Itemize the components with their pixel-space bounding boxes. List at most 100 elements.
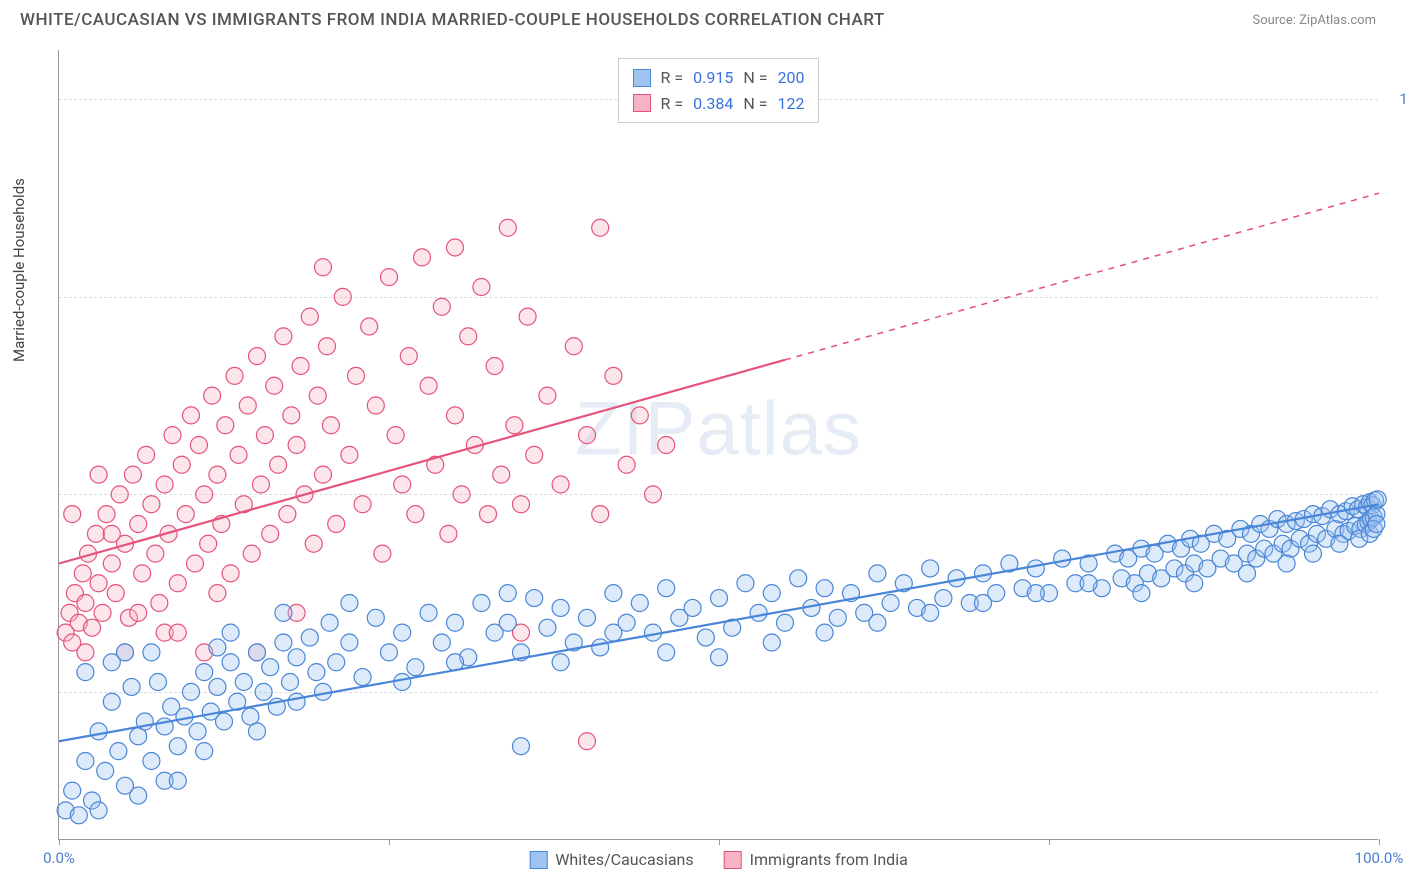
- scatter-point: [282, 674, 299, 691]
- scatter-point: [143, 496, 160, 513]
- scatter-point: [292, 358, 309, 375]
- bottom-legend: Whites/Caucasians Immigrants from India: [529, 850, 908, 869]
- swatch-whites: [633, 69, 651, 87]
- scatter-point: [486, 358, 503, 375]
- scatter-point: [130, 516, 147, 533]
- legend-item-whites: Whites/Caucasians: [529, 850, 693, 869]
- y-tick-label: 80.0%: [1388, 288, 1406, 306]
- scatter-point: [354, 669, 371, 686]
- swatch-india: [633, 94, 651, 112]
- scatter-point: [341, 595, 358, 612]
- scatter-point: [209, 585, 226, 602]
- legend-label-india: Immigrants from India: [750, 850, 908, 869]
- scatter-point: [592, 219, 609, 236]
- scatter-point: [605, 624, 622, 641]
- r-label: R =: [661, 65, 684, 91]
- scatter-point: [513, 496, 530, 513]
- scatter-point: [935, 590, 952, 607]
- scatter-point: [1305, 545, 1322, 562]
- scatter-point: [526, 590, 543, 607]
- scatter-point: [447, 407, 464, 424]
- scatter-point: [283, 407, 300, 424]
- scatter-point: [256, 427, 273, 444]
- scatter-point: [334, 288, 351, 305]
- scatter-point: [763, 585, 780, 602]
- scatter-point: [737, 575, 754, 592]
- scatter-point: [407, 506, 424, 523]
- scatter-point: [275, 634, 292, 651]
- scatter-point: [94, 604, 111, 621]
- scatter-point: [239, 397, 256, 414]
- scatter-point: [90, 723, 107, 740]
- legend-item-india: Immigrants from India: [724, 850, 908, 869]
- trend-line: [59, 504, 1379, 741]
- scatter-point: [64, 782, 81, 799]
- scatter-point: [222, 565, 239, 582]
- scatter-point: [279, 506, 296, 523]
- scatter-point: [301, 308, 318, 325]
- scatter-point: [869, 565, 886, 582]
- scatter-point: [209, 466, 226, 483]
- scatter-point: [243, 545, 260, 562]
- scatter-point: [579, 609, 596, 626]
- scatter-point: [367, 397, 384, 414]
- scatter-point: [618, 456, 635, 473]
- r-label: R =: [661, 91, 684, 117]
- scatter-point: [513, 738, 530, 755]
- scatter-point: [262, 525, 279, 542]
- scatter-point: [420, 604, 437, 621]
- x-tick-label: 0.0%: [43, 849, 75, 867]
- r-value-whites: 0.915: [693, 65, 733, 91]
- scatter-point: [204, 387, 221, 404]
- scatter-point: [87, 525, 104, 542]
- scatter-point: [235, 674, 252, 691]
- x-tick-mark: [59, 839, 60, 845]
- scatter-point: [103, 525, 120, 542]
- scatter-point: [169, 738, 186, 755]
- scatter-point: [322, 417, 339, 434]
- scatter-point: [309, 387, 326, 404]
- scatter-point: [288, 693, 305, 710]
- chart-container: ZIPatlas Married-couple Households 40.0%…: [58, 50, 1378, 840]
- x-tick-mark: [1049, 839, 1050, 845]
- scatter-point: [222, 654, 239, 671]
- scatter-point: [189, 723, 206, 740]
- scatter-point: [222, 624, 239, 641]
- scatter-point: [164, 427, 181, 444]
- scatter-point: [183, 407, 200, 424]
- scatter-point: [605, 367, 622, 384]
- scatter-point: [816, 580, 833, 597]
- x-tick-mark: [719, 839, 720, 845]
- scatter-point: [249, 348, 266, 365]
- scatter-point: [565, 338, 582, 355]
- scatter-point: [367, 609, 384, 626]
- scatter-point: [1278, 555, 1295, 572]
- scatter-point: [354, 496, 371, 513]
- scatter-point: [70, 807, 87, 824]
- scatter-point: [440, 525, 457, 542]
- scatter-point: [684, 599, 701, 616]
- scatter-point: [151, 595, 168, 612]
- scatter-point: [460, 328, 477, 345]
- scatter-point: [394, 674, 411, 691]
- scatter-point: [230, 446, 247, 463]
- scatter-point: [123, 678, 140, 695]
- scatter-point: [579, 427, 596, 444]
- scatter-point: [64, 506, 81, 523]
- scatter-point: [394, 624, 411, 641]
- scatter-point: [341, 634, 358, 651]
- trend-line-dashed: [785, 193, 1379, 360]
- scatter-point: [200, 535, 217, 552]
- scatter-point: [186, 555, 203, 572]
- scatter-point: [697, 629, 714, 646]
- scatter-point: [922, 604, 939, 621]
- scatter-point: [816, 624, 833, 641]
- scatter-point: [177, 506, 194, 523]
- scatter-point: [341, 446, 358, 463]
- scatter-point: [217, 417, 234, 434]
- scatter-point: [77, 753, 94, 770]
- scatter-point: [414, 249, 431, 266]
- scatter-point: [318, 338, 335, 355]
- scatter-point: [605, 585, 622, 602]
- scatter-point: [473, 279, 490, 296]
